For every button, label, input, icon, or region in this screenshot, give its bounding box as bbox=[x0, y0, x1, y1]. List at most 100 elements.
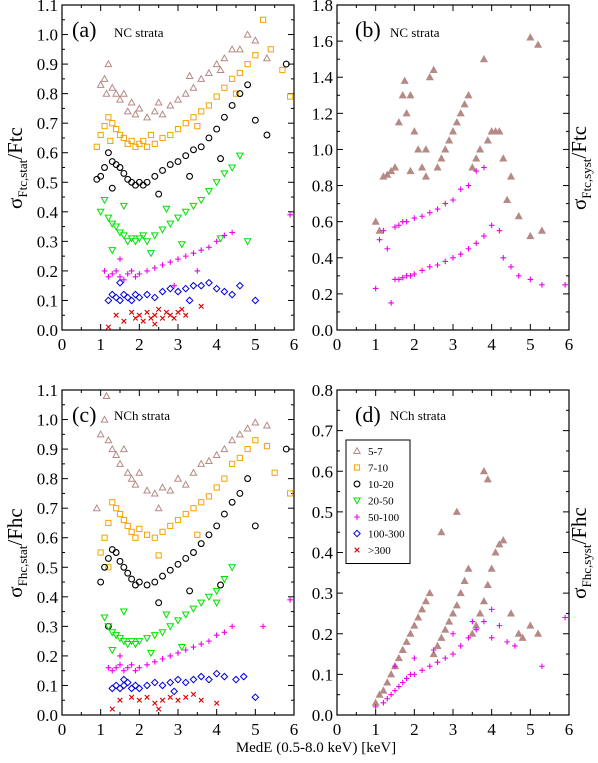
data-point bbox=[282, 445, 290, 453]
data-point bbox=[411, 655, 418, 661]
data-point bbox=[158, 226, 167, 234]
x-tick-label: 5 bbox=[251, 335, 260, 354]
legend-label: 10-20 bbox=[368, 479, 394, 491]
data-point bbox=[105, 564, 112, 571]
data-point bbox=[116, 296, 124, 305]
data-point bbox=[213, 700, 220, 706]
data-point bbox=[398, 645, 407, 654]
data-point bbox=[166, 220, 175, 228]
series-5-7 bbox=[371, 467, 543, 706]
data-point bbox=[198, 697, 204, 703]
series->300 bbox=[105, 303, 204, 330]
data-point bbox=[197, 599, 206, 607]
data-point bbox=[243, 424, 252, 432]
data-point bbox=[402, 109, 411, 117]
data-point bbox=[120, 563, 128, 571]
data-point bbox=[468, 629, 477, 637]
panel-c-label: (c) bbox=[72, 402, 96, 427]
x-tick-label: 4 bbox=[487, 720, 496, 739]
series-5-7 bbox=[371, 33, 546, 240]
data-point bbox=[92, 503, 101, 512]
series-5-7 bbox=[92, 391, 271, 512]
data-point bbox=[96, 208, 105, 217]
data-point bbox=[479, 597, 488, 605]
data-point bbox=[515, 273, 522, 279]
data-point bbox=[136, 697, 143, 703]
data-point bbox=[217, 581, 224, 589]
data-point bbox=[143, 531, 151, 538]
data-point bbox=[375, 690, 384, 698]
data-point bbox=[506, 609, 516, 617]
panel-d-ylabel-sub: Fhc,syst bbox=[579, 544, 594, 587]
data-point bbox=[434, 262, 441, 268]
data-point bbox=[287, 93, 294, 100]
data-point bbox=[212, 599, 221, 607]
y-tick-label: 1.8 bbox=[312, 0, 333, 15]
data-point bbox=[128, 661, 135, 668]
data-point bbox=[186, 587, 194, 595]
data-point bbox=[442, 200, 449, 207]
data-point bbox=[108, 684, 117, 693]
y-tick-label: 0.9 bbox=[37, 440, 58, 459]
data-point bbox=[539, 282, 545, 288]
data-point bbox=[434, 659, 441, 665]
data-point bbox=[102, 391, 111, 399]
y-tick-label: 0.8 bbox=[312, 381, 333, 400]
data-point bbox=[155, 306, 162, 313]
x-tick-label: 3 bbox=[449, 335, 458, 354]
data-point bbox=[476, 609, 485, 617]
data-point bbox=[204, 456, 213, 464]
data-point bbox=[514, 629, 523, 637]
data-point bbox=[117, 661, 123, 668]
series-50-100 bbox=[372, 606, 568, 710]
data-point bbox=[152, 659, 158, 665]
data-point bbox=[100, 614, 109, 622]
data-point bbox=[496, 622, 503, 629]
data-point bbox=[263, 443, 271, 450]
data-point bbox=[251, 296, 260, 305]
data-point bbox=[112, 161, 120, 168]
panel-c-strata-label: NCh strata bbox=[114, 408, 170, 423]
data-point bbox=[170, 687, 179, 696]
data-point bbox=[132, 581, 139, 589]
data-point bbox=[457, 643, 464, 649]
data-point bbox=[205, 675, 213, 684]
data-point bbox=[182, 253, 189, 259]
data-point bbox=[124, 175, 132, 183]
data-point bbox=[483, 136, 492, 144]
y-tick-label: 0.5 bbox=[37, 173, 58, 192]
data-point bbox=[220, 287, 229, 296]
data-point bbox=[499, 536, 508, 544]
y-tick-label: 0.0 bbox=[312, 321, 333, 340]
data-point bbox=[182, 120, 189, 127]
data-point bbox=[228, 564, 237, 572]
data-point bbox=[212, 669, 221, 678]
data-point bbox=[282, 60, 290, 68]
x-tick-label: 6 bbox=[290, 720, 299, 739]
data-point bbox=[190, 250, 197, 256]
data-point bbox=[232, 90, 240, 97]
data-point bbox=[143, 681, 151, 690]
data-point bbox=[112, 450, 121, 459]
data-point bbox=[376, 236, 383, 243]
data-point bbox=[229, 229, 235, 236]
panel-a-ticks: 0 1 2 3 4 5 6 0.0 0.1 0.2 0.3 0.4 0.5 0.6 0.7 0.8 0.9 1.0… bbox=[37, 0, 299, 354]
data-point bbox=[500, 254, 507, 261]
panel-a-ylabel: σFtc,stat/Ftc bbox=[3, 127, 30, 209]
data-point bbox=[204, 68, 213, 77]
data-point bbox=[108, 646, 117, 655]
y-tick-label: 0.8 bbox=[37, 470, 58, 489]
panel-c-marks bbox=[92, 391, 294, 712]
data-point bbox=[167, 694, 173, 700]
data-point bbox=[448, 127, 458, 135]
data-point bbox=[384, 245, 391, 252]
data-point bbox=[383, 678, 392, 686]
data-point bbox=[158, 629, 167, 637]
legend-label: 100-300 bbox=[368, 529, 405, 541]
data-point bbox=[414, 145, 423, 153]
data-point bbox=[251, 522, 259, 530]
panel-b: 0 1 2 3 4 5 6 0.0 0.2 0.4 0.6 0.8 1.0 1.2 1.4 1.6 1.8 (b… bbox=[312, 0, 594, 354]
data-point bbox=[119, 232, 128, 240]
data-point bbox=[143, 581, 151, 589]
